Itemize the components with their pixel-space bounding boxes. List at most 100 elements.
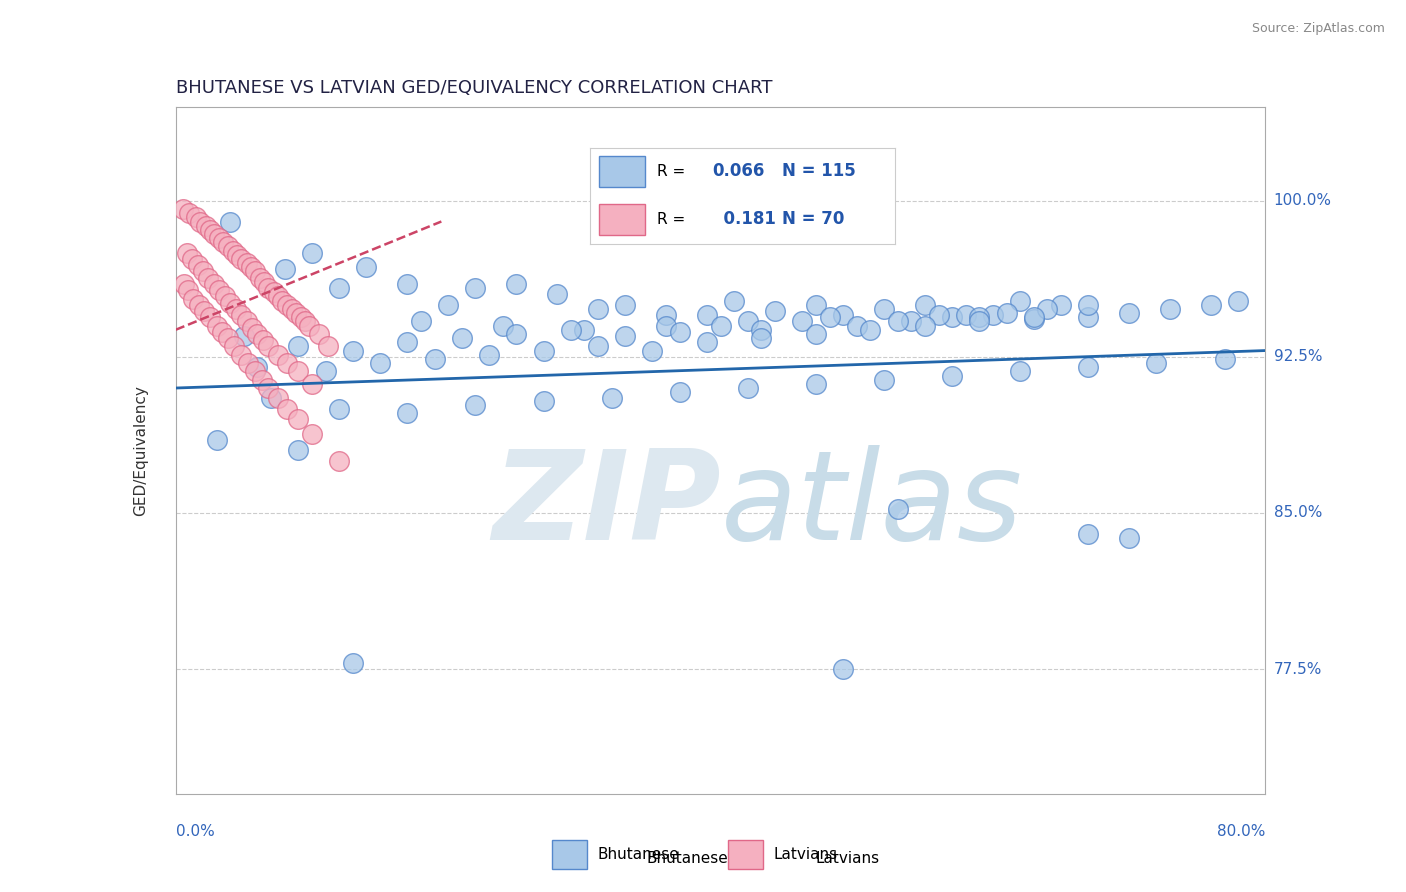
Point — [1159, 301, 1181, 316]
Point — [301, 376, 323, 391]
Point — [231, 308, 253, 322]
Point — [274, 262, 297, 277]
Point — [859, 323, 882, 337]
Point — [1227, 293, 1250, 308]
Point — [969, 314, 991, 328]
Point — [198, 223, 221, 237]
Point — [914, 318, 936, 333]
Point — [804, 298, 827, 312]
Point — [276, 298, 298, 312]
Point — [886, 501, 908, 516]
Point — [396, 406, 419, 420]
Point — [356, 260, 378, 275]
Point — [219, 295, 242, 310]
Point — [737, 314, 759, 328]
Bar — [551, 840, 588, 869]
Point — [995, 306, 1018, 320]
Point — [214, 289, 236, 303]
Point — [586, 339, 609, 353]
Point — [287, 412, 309, 426]
Point — [1077, 310, 1099, 325]
Point — [186, 211, 208, 225]
Point — [197, 270, 219, 285]
Point — [328, 401, 350, 416]
Point — [318, 339, 340, 353]
Point — [187, 298, 209, 312]
Point — [464, 281, 486, 295]
Point — [1077, 298, 1099, 312]
Point — [219, 214, 242, 228]
Point — [202, 227, 225, 241]
Point — [208, 231, 231, 245]
Point — [225, 301, 247, 316]
Point — [792, 314, 814, 328]
Point — [252, 333, 274, 347]
Point — [280, 301, 302, 316]
Point — [257, 281, 280, 295]
Point — [492, 318, 515, 333]
Point — [298, 318, 321, 333]
Point — [243, 364, 266, 378]
Point — [655, 318, 678, 333]
Point — [267, 392, 290, 406]
Point — [308, 326, 330, 341]
Point — [751, 323, 773, 337]
Point — [737, 381, 759, 395]
Point — [231, 252, 253, 266]
Point — [505, 277, 527, 291]
Point — [250, 373, 273, 387]
Point — [208, 283, 231, 297]
Point — [253, 275, 276, 289]
Point — [914, 298, 936, 312]
Point — [173, 277, 195, 291]
Point — [1118, 531, 1140, 545]
Point — [941, 368, 963, 383]
Point — [941, 310, 963, 325]
Point — [818, 310, 841, 325]
Text: Bhutanese: Bhutanese — [598, 847, 679, 862]
Point — [696, 308, 718, 322]
Point — [257, 339, 280, 353]
Point — [723, 293, 745, 308]
Point — [172, 202, 194, 216]
Point — [533, 343, 555, 358]
Point — [600, 392, 623, 406]
Point — [1213, 351, 1236, 366]
Point — [276, 356, 298, 370]
Point — [804, 376, 827, 391]
Point — [287, 364, 309, 378]
Text: 85.0%: 85.0% — [1274, 506, 1322, 520]
Point — [246, 326, 269, 341]
Point — [239, 260, 262, 275]
Point — [267, 348, 290, 362]
Text: 100.0%: 100.0% — [1274, 194, 1331, 208]
Point — [183, 292, 205, 306]
Point — [1022, 310, 1045, 325]
Point — [287, 443, 309, 458]
Point — [928, 308, 950, 322]
Point — [194, 219, 217, 233]
Point — [240, 320, 263, 334]
Point — [249, 270, 271, 285]
Point — [655, 308, 678, 322]
Point — [226, 248, 249, 262]
Point — [193, 304, 215, 318]
Point — [217, 239, 239, 253]
Point — [294, 314, 316, 328]
Point — [409, 314, 432, 328]
Point — [1144, 356, 1167, 370]
Point — [668, 325, 690, 339]
Point — [181, 252, 204, 266]
Point — [1118, 306, 1140, 320]
Point — [290, 310, 312, 325]
Point — [276, 401, 298, 416]
Point — [845, 318, 868, 333]
Point — [301, 245, 323, 260]
Text: Source: ZipAtlas.com: Source: ZipAtlas.com — [1251, 22, 1385, 36]
Point — [235, 314, 257, 328]
Point — [342, 343, 364, 358]
Point — [1036, 301, 1059, 316]
Text: 77.5%: 77.5% — [1274, 662, 1322, 676]
Point — [1077, 360, 1099, 375]
Point — [696, 335, 718, 350]
